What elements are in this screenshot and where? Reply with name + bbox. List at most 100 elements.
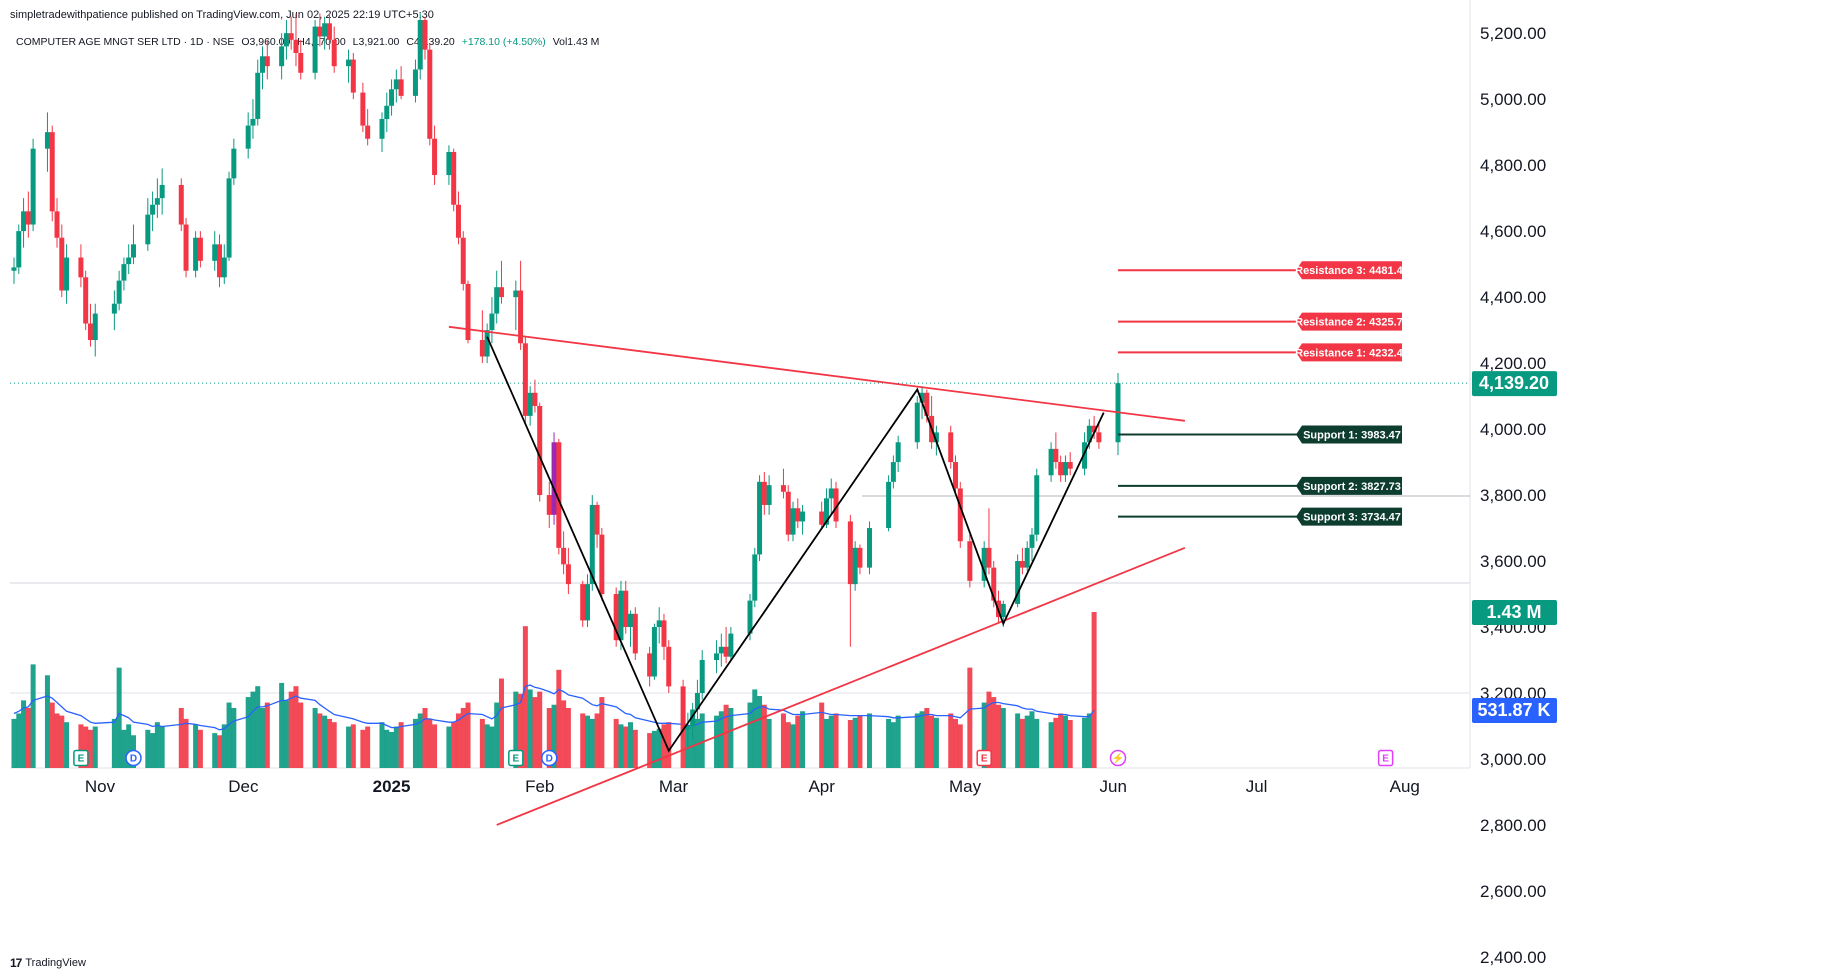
- axis-badges: 4,139.20 1.43 M 531.87 K: [1472, 371, 1557, 723]
- volume-bar: [30, 664, 36, 768]
- volume-bar: [613, 718, 619, 768]
- symbol-name[interactable]: COMPUTER AGE MNGT SER LTD · 1D · NSE: [16, 36, 235, 48]
- event-marker: E: [508, 749, 524, 767]
- candle: [551, 432, 557, 525]
- candle: [25, 191, 31, 238]
- candle-body: [551, 442, 557, 515]
- volume-bar: [1029, 711, 1035, 768]
- candle: [594, 501, 600, 548]
- candle: [651, 623, 657, 680]
- candle-body: [991, 567, 997, 601]
- candle: [54, 198, 60, 248]
- volume-bar: [518, 693, 524, 768]
- candle: [981, 541, 987, 588]
- time-tick-label: Mar: [659, 777, 689, 796]
- volume-bar: [847, 720, 853, 768]
- candle-body: [666, 646, 672, 687]
- event-marker-box: [508, 749, 524, 767]
- candle: [957, 481, 963, 548]
- support-level-tag: [1296, 507, 1402, 526]
- time-tick-label: Feb: [525, 777, 554, 796]
- candle: [288, 16, 294, 50]
- volume-bar: [1062, 715, 1068, 768]
- candle: [21, 198, 27, 248]
- candle-body: [231, 148, 237, 179]
- volume-bar: [714, 715, 720, 768]
- support-resistance-levels[interactable]: Resistance 3: 4481.47 Resistance 2: 4325.…: [1118, 261, 1409, 526]
- candle-body: [599, 534, 605, 595]
- volume-bar: [1048, 722, 1054, 768]
- candle: [1067, 452, 1073, 476]
- candle: [412, 59, 418, 103]
- candle-body: [833, 488, 839, 522]
- volume-bar: [360, 729, 366, 768]
- volume-bar: [585, 715, 591, 768]
- event-marker-letter: ⚡: [1112, 752, 1124, 765]
- price-axis[interactable]: 5,200.00 5,000.00 4,800.00 4,600.00 4,400.00…: [1480, 24, 1546, 967]
- volume-bar: [522, 626, 528, 768]
- volume-bar: [833, 713, 839, 768]
- tradingview-logo[interactable]: 17 TradingView: [10, 956, 86, 970]
- volume-ma-badge: 531.87 K: [1477, 700, 1550, 720]
- volume-bar: [728, 708, 734, 768]
- volume-bar: [723, 704, 729, 768]
- candle-body: [632, 613, 638, 654]
- red-trendline: [496, 547, 1186, 826]
- candle-body: [384, 105, 390, 119]
- event-marker-circle: [125, 749, 142, 767]
- candle-body: [718, 646, 724, 654]
- candle-body: [1024, 547, 1030, 568]
- trend-drawings[interactable]: [448, 325, 1186, 826]
- candle-body: [494, 287, 500, 314]
- candle: [221, 244, 227, 284]
- candle: [1015, 554, 1021, 608]
- time-axis[interactable]: Nov Dec 2025 Feb Mar Apr May Jun Jul Aug: [85, 777, 1420, 796]
- candle: [145, 198, 151, 251]
- candle: [298, 39, 304, 80]
- candle: [1029, 528, 1035, 562]
- candle-body: [924, 392, 930, 416]
- volume-bar: [197, 729, 203, 768]
- volume-bar: [260, 708, 266, 768]
- candle: [561, 531, 567, 575]
- candle: [83, 270, 89, 331]
- candle: [522, 336, 528, 423]
- price-tick-label: 3,000.00: [1480, 750, 1546, 769]
- candle: [852, 541, 858, 591]
- candle-body: [331, 39, 337, 67]
- volume-bar: [283, 700, 289, 768]
- candle-body: [694, 692, 700, 710]
- candle-body: [150, 204, 156, 215]
- volume-bar: [890, 722, 896, 768]
- volume-bar: [1000, 708, 1006, 768]
- candle-body: [389, 89, 395, 106]
- volume-ma-line: [13, 684, 1095, 731]
- event-markers[interactable]: E D E D E ⚡ E: [73, 749, 1394, 767]
- candle: [245, 112, 251, 159]
- volume-bar: [111, 718, 117, 768]
- candle: [1024, 541, 1030, 571]
- volume-bar: [647, 733, 653, 768]
- candle: [628, 610, 634, 647]
- ohlc-open: O3,960.00: [241, 36, 291, 48]
- candle-body: [852, 547, 858, 585]
- candle-body: [288, 33, 294, 40]
- candle-body: [527, 392, 533, 416]
- candle: [895, 435, 901, 472]
- candlesticks[interactable]: [11, 13, 1121, 750]
- volume-bar: [221, 724, 227, 768]
- ohlc-volume: Vol1.43 M: [552, 36, 600, 48]
- volume-bar: [83, 726, 89, 768]
- candle: [914, 396, 920, 449]
- candle-body: [298, 52, 304, 73]
- candle: [580, 580, 586, 628]
- candle-body: [714, 653, 720, 660]
- ohlc-low: L3,921.00: [352, 36, 400, 48]
- candle-body: [83, 277, 89, 324]
- volume-bar: [623, 726, 629, 768]
- candle: [752, 547, 758, 608]
- volume-bar: [465, 702, 471, 768]
- candle-body: [92, 313, 98, 340]
- resistance-level-label: Resistance 1: 4232.47: [1295, 347, 1409, 359]
